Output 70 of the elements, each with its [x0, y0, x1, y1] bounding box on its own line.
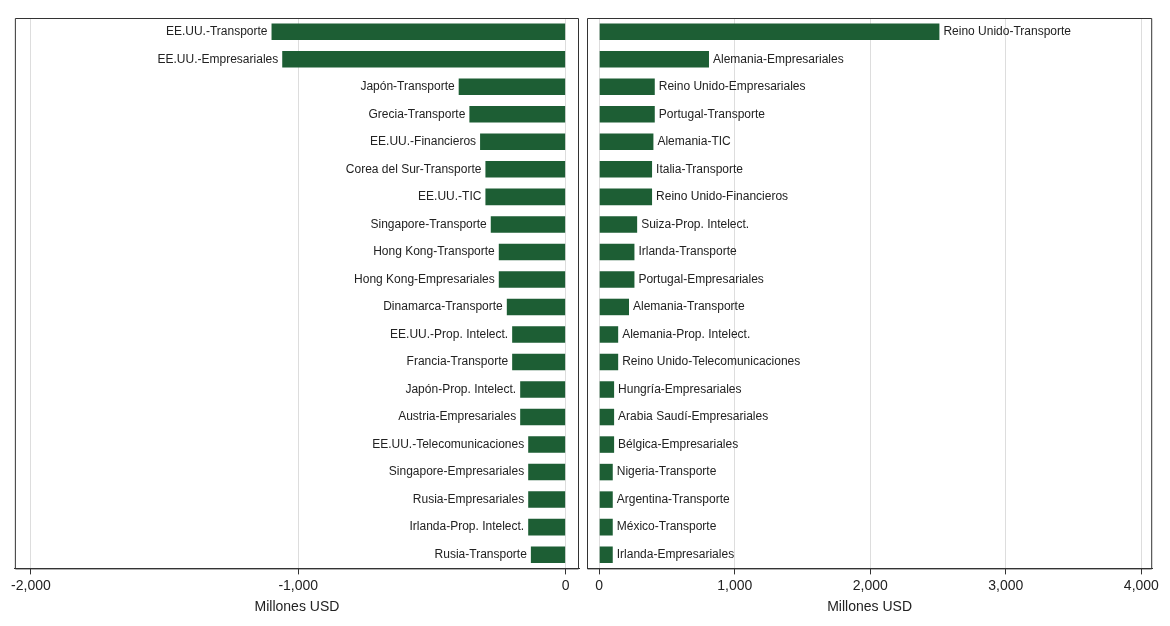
- bar: [599, 161, 653, 178]
- y-tick-label: Italia-Transporte: [656, 161, 744, 176]
- bar: [599, 518, 613, 536]
- y-tick-label: Dinamarca-Transporte: [383, 299, 504, 314]
- x-axis-title: Millones USD: [254, 598, 340, 615]
- y-tick-label: EE.UU.-TIC: [418, 189, 482, 204]
- y-tick-label: Suiza-Prop. Intelect.: [641, 216, 750, 231]
- x-tick-label: -2,000: [11, 576, 51, 593]
- y-tick-label: Irlanda-Empresariales: [616, 546, 735, 561]
- y-tick-label: Reino Unido-Empresariales: [658, 79, 806, 94]
- bar: [599, 491, 613, 508]
- y-tick-label: Rusia-Transporte: [434, 546, 528, 561]
- y-tick-label: Singapore-Transporte: [370, 216, 488, 231]
- x-axis-title: Millones USD: [827, 598, 913, 615]
- y-tick-label: Hong Kong-Empresariales: [354, 271, 495, 286]
- bar: [599, 271, 635, 288]
- y-tick-label: Arabia Saudí-Empresariales: [618, 409, 769, 424]
- y-tick-label: Reino Unido-Financieros: [656, 189, 789, 204]
- bar: [599, 51, 709, 68]
- y-tick-label: Alemania-Prop. Intelect.: [622, 326, 751, 341]
- y-tick-label: Argentina-Transporte: [616, 491, 731, 506]
- x-tick-label: -1,000: [278, 576, 319, 593]
- y-tick-label: Irlanda-Transporte: [638, 244, 738, 259]
- y-tick-label: México-Transporte: [616, 519, 717, 534]
- y-tick-label: Singapore-Empresariales: [388, 464, 525, 479]
- bar: [599, 381, 615, 398]
- x-tick-label: 2,000: [852, 576, 889, 593]
- y-tick-label: Hungría-Empresariales: [618, 381, 742, 396]
- bar: [599, 408, 615, 426]
- x-tick-label: 0: [595, 576, 604, 593]
- bar: [599, 546, 613, 563]
- bar: [599, 106, 655, 123]
- y-tick-label: Portugal-Transporte: [658, 106, 766, 121]
- bar: [599, 133, 654, 151]
- y-tick-label: Francia-Transporte: [406, 354, 509, 369]
- y-tick-label: Rusia-Empresariales: [412, 491, 525, 506]
- y-tick-label: Grecia-Transporte: [368, 106, 466, 121]
- bar: [599, 216, 638, 233]
- bar: [599, 463, 613, 481]
- bar: [599, 436, 615, 453]
- y-tick-label: Irlanda-Prop. Intelect.: [409, 519, 525, 534]
- x-tick-label: 0: [561, 576, 570, 593]
- bar: [599, 298, 630, 316]
- y-tick-label: Alemania-Empresariales: [712, 51, 844, 66]
- y-tick-label: Japón-Prop. Intelect.: [405, 381, 517, 396]
- bar: [599, 243, 635, 261]
- y-tick-label: Nigeria-Transporte: [616, 464, 717, 479]
- y-tick-label: EE.UU.-Empresariales: [157, 51, 279, 66]
- y-tick-label: Portugal-Empresariales: [638, 271, 764, 286]
- y-tick-label: Reino Unido-Transporte: [943, 24, 1072, 39]
- y-tick-label: Alemania-Transporte: [633, 299, 745, 314]
- bar: [599, 326, 619, 343]
- y-tick-label: EE.UU.-Transporte: [165, 24, 268, 39]
- bar: [599, 23, 940, 41]
- y-tick-label: Austria-Empresariales: [398, 409, 517, 424]
- y-tick-label: EE.UU.-Prop. Intelect.: [390, 326, 509, 341]
- y-tick-label: Reino Unido-Telecomunicaciones: [622, 354, 801, 369]
- y-tick-label: Bélgica-Empresariales: [618, 436, 739, 451]
- y-tick-label: Corea del Sur-Transporte: [345, 161, 482, 176]
- bar: [599, 78, 655, 96]
- y-tick-label: Alemania-TIC: [657, 134, 732, 149]
- bar: [599, 353, 619, 371]
- x-tick-label: 3,000: [988, 576, 1024, 593]
- y-tick-label: Japón-Transporte: [360, 79, 455, 94]
- bar: [599, 188, 653, 206]
- y-tick-label: EE.UU.-Financieros: [370, 134, 477, 149]
- y-tick-label: Hong Kong-Transporte: [373, 244, 496, 259]
- y-tick-label: EE.UU.-Telecomunicaciones: [372, 436, 525, 451]
- x-tick-label: 1,000: [717, 576, 753, 593]
- x-tick-label: 4,000: [1123, 576, 1160, 593]
